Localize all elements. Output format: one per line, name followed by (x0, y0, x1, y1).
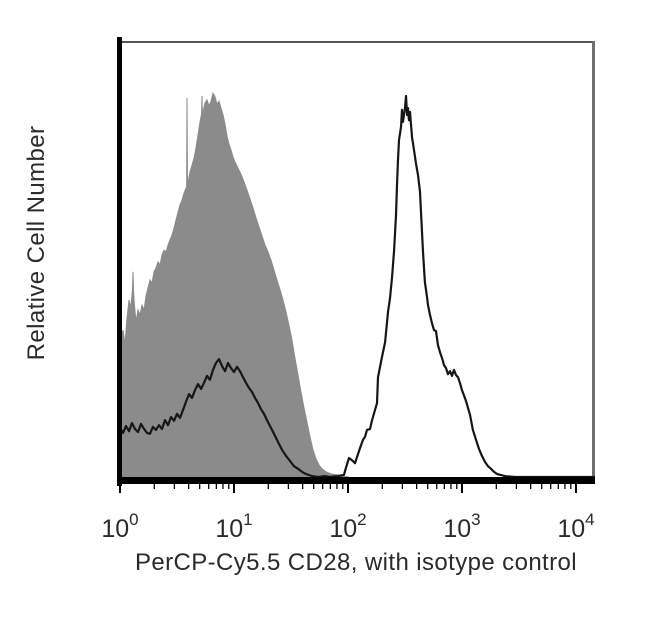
x-axis-tick-labels: 100 101 102 103 104 (101, 510, 594, 543)
plot-right-border (592, 41, 595, 484)
isotype-control-histogram (119, 91, 350, 478)
y-axis-line (117, 37, 122, 486)
y-axis-label: Relative Cell Number (23, 126, 50, 361)
plot-top-border (117, 41, 595, 43)
x-axis-line (117, 477, 595, 484)
x-axis-ticks (119, 484, 577, 493)
x-tick-label-10e0: 100 (101, 510, 138, 543)
x-axis-label: PerCP-Cy5.5 CD28, with isotype control (135, 549, 577, 576)
cd28-histogram (118, 94, 596, 479)
x-tick-label-10e1: 101 (215, 510, 252, 543)
x-tick-label-10e3: 103 (443, 510, 480, 543)
x-tick-label-10e2: 102 (329, 510, 366, 543)
x-tick-label-10e4: 104 (557, 510, 594, 543)
